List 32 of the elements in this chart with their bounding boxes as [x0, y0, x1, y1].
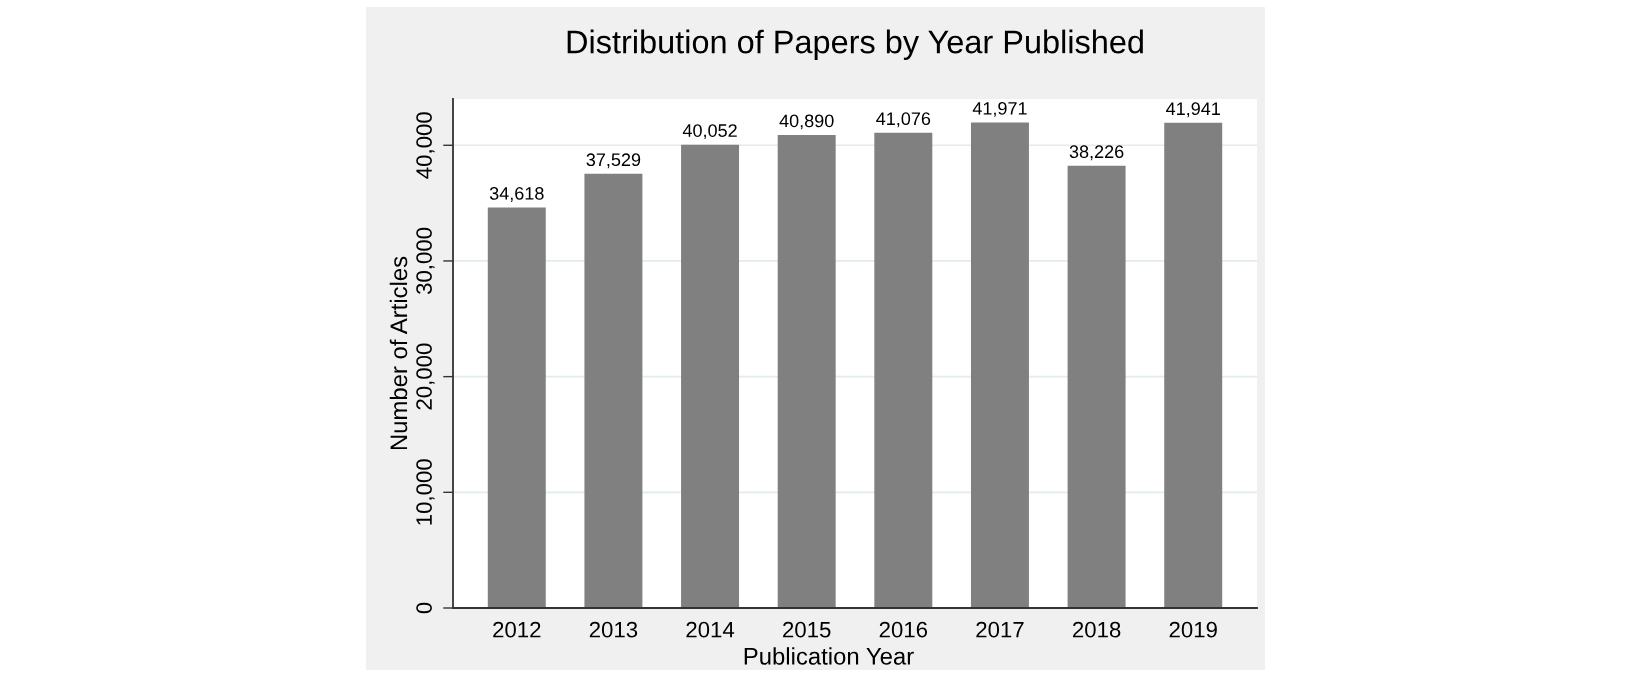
bar	[487, 207, 546, 608]
y-tick-label: 40,000	[416, 112, 435, 179]
bar	[874, 132, 933, 608]
x-tick-label: 2012	[493, 621, 541, 638]
data-label: 34,618	[489, 187, 544, 202]
data-label: 40,052	[682, 124, 737, 140]
data-label: 41,076	[876, 112, 931, 128]
bar	[777, 134, 836, 608]
y-tick-label: 20,000	[416, 343, 435, 410]
bar	[970, 122, 1029, 608]
data-label: 41,971	[972, 101, 1027, 117]
bar	[1164, 122, 1223, 608]
x-tick-label: 2017	[976, 621, 1024, 638]
data-label: 38,226	[1069, 145, 1124, 161]
x-tick-label: 2015	[783, 621, 831, 638]
data-label: 37,529	[586, 153, 641, 169]
data-label: 40,890	[779, 114, 834, 130]
y-tick-label: 0	[416, 602, 432, 614]
y-tick-label: 30,000	[416, 227, 435, 295]
chart-title: Distribution of Papers by Year Published	[567, 29, 1143, 60]
x-tick-label: 2013	[589, 621, 638, 638]
x-tick-label: 2016	[879, 621, 928, 638]
y-axis-title: Number of Articles	[389, 256, 408, 450]
bar	[584, 173, 643, 608]
x-tick-label: 2019	[1169, 621, 1217, 638]
x-tick-label: 2014	[686, 621, 735, 638]
bar	[681, 144, 740, 608]
y-tick-label: 10,000	[416, 459, 435, 525]
x-tick-label: 2018	[1072, 621, 1121, 638]
x-axis-title: Publication Year	[744, 647, 914, 665]
data-label: 41,941	[1166, 102, 1220, 118]
bar	[1067, 165, 1126, 608]
